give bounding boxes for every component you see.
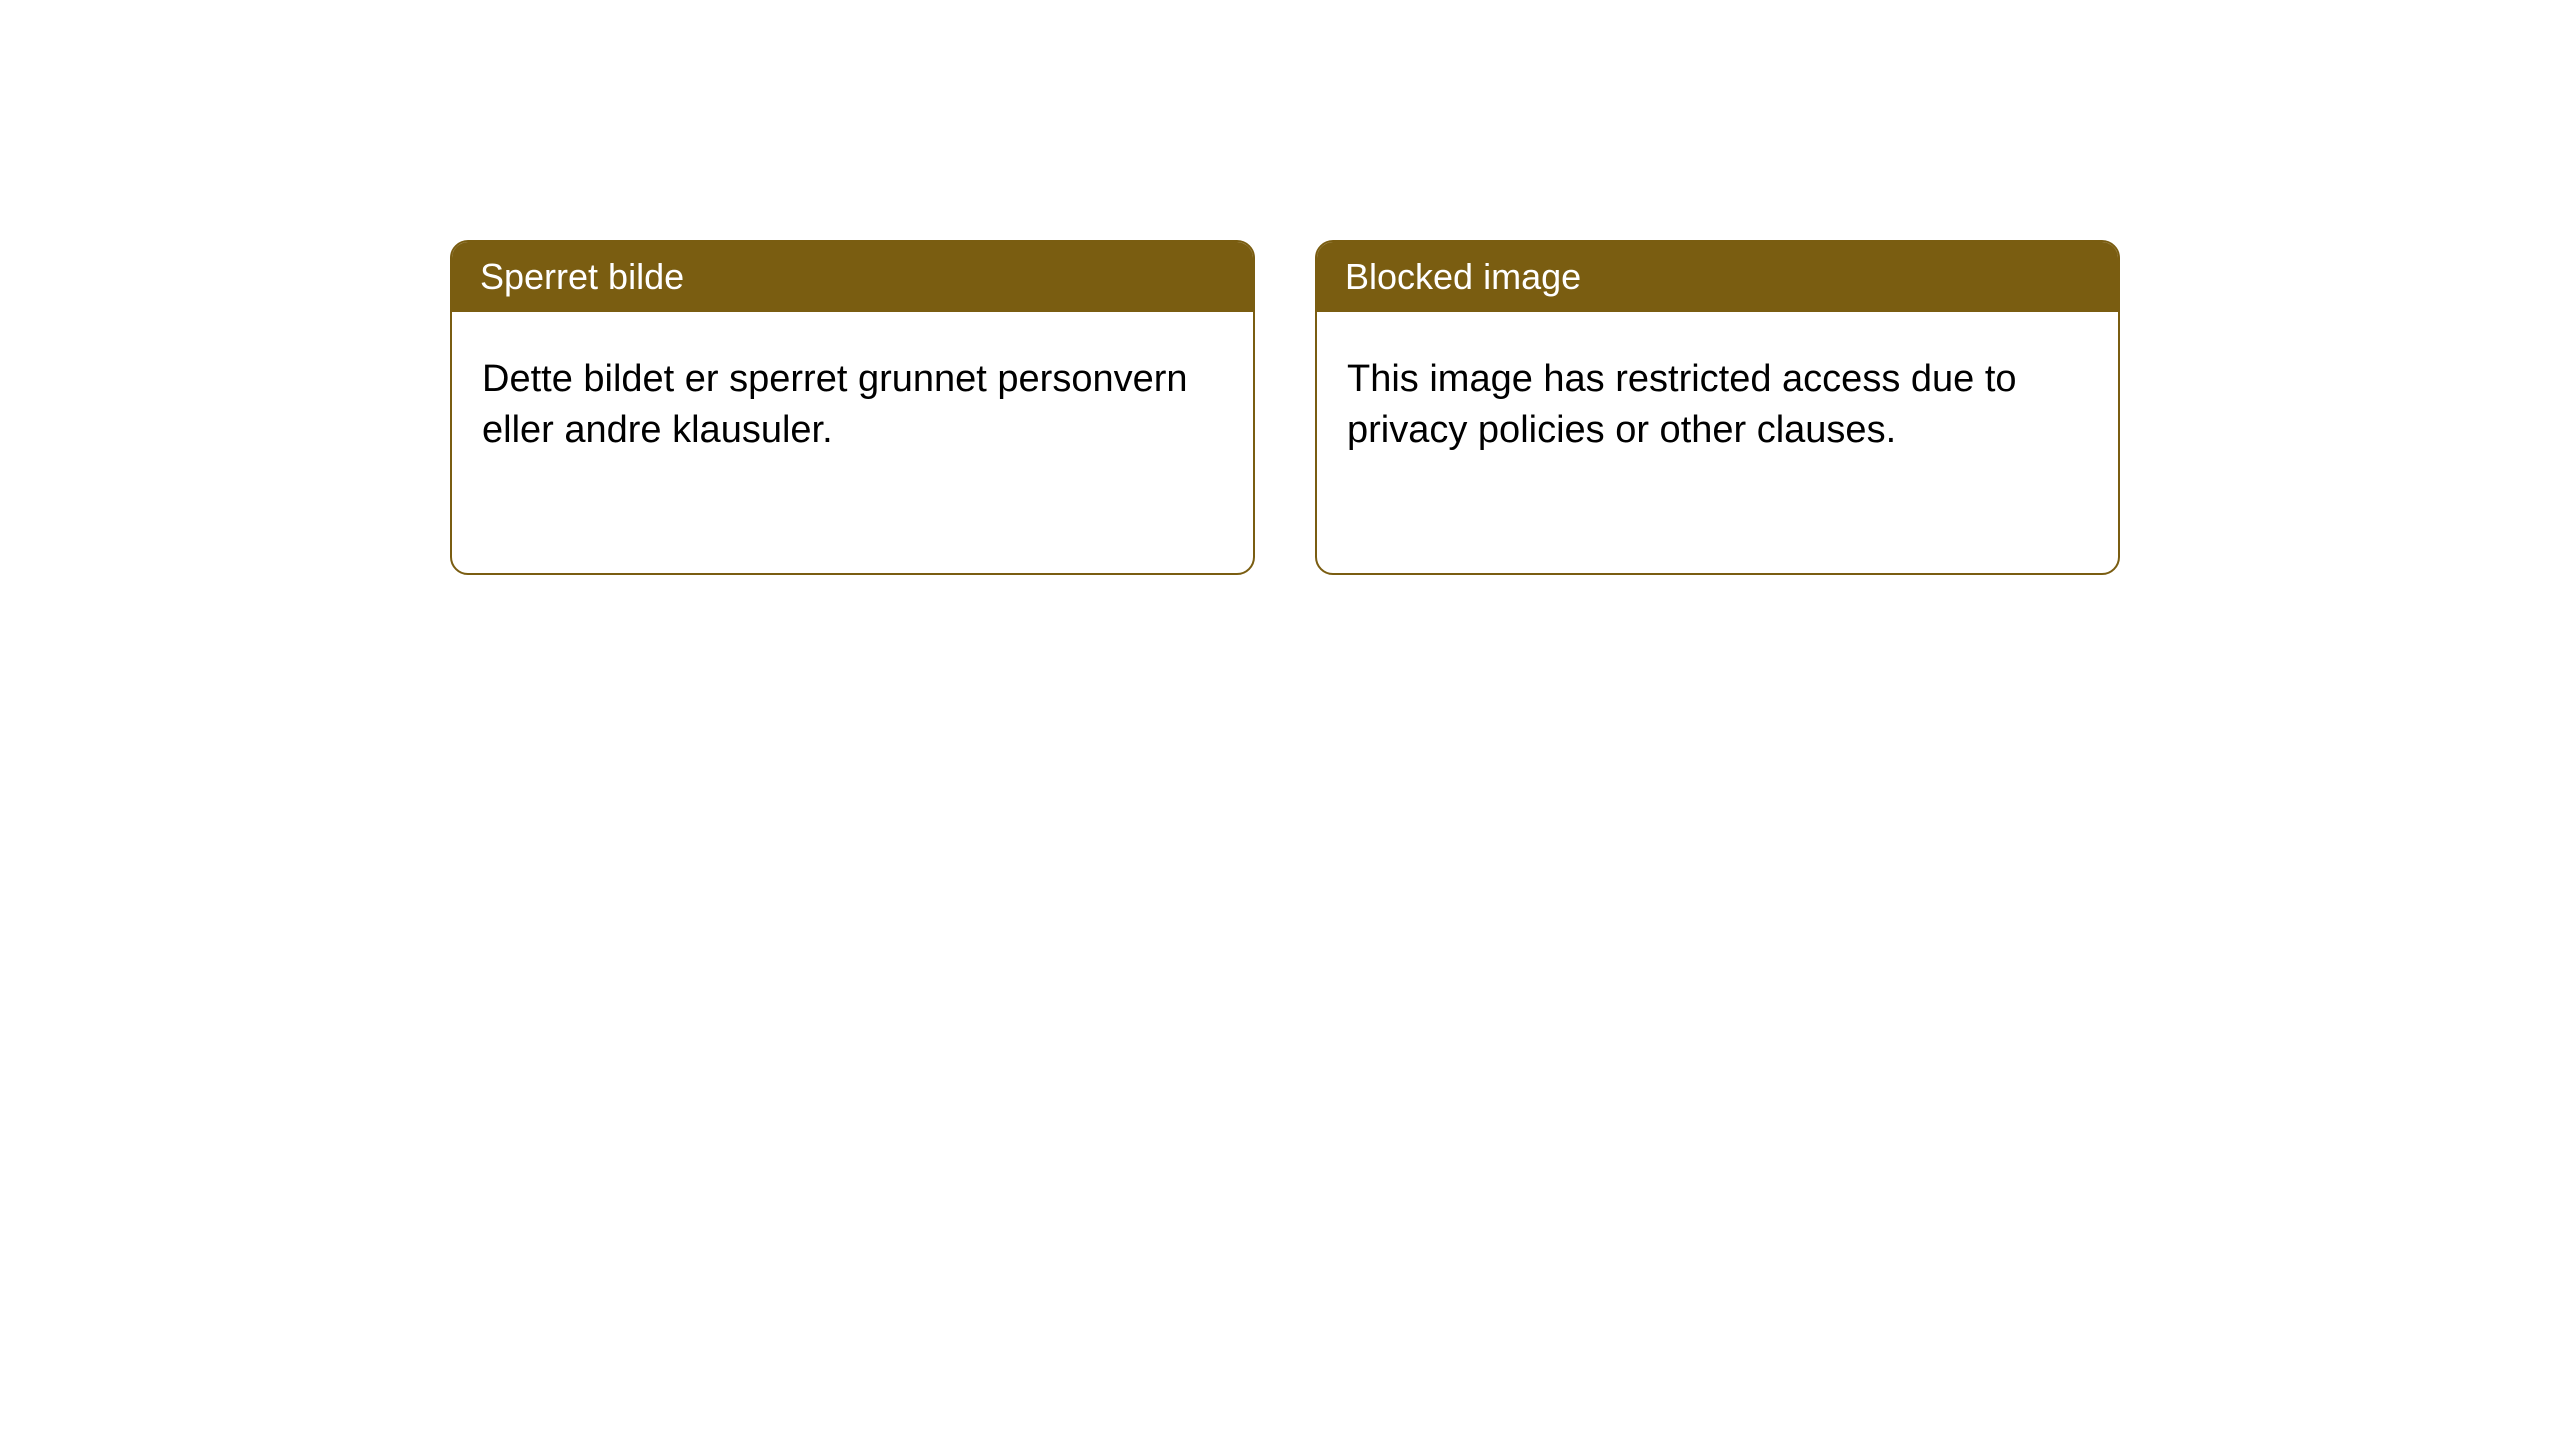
- notice-body-text: Dette bildet er sperret grunnet personve…: [482, 358, 1188, 451]
- notice-card-english: Blocked image This image has restricted …: [1315, 240, 2120, 575]
- notice-card-body: Dette bildet er sperret grunnet personve…: [452, 312, 1253, 499]
- notice-body-text: This image has restricted access due to …: [1347, 358, 2017, 451]
- notice-card-header: Blocked image: [1317, 242, 2118, 312]
- notice-container: Sperret bilde Dette bildet er sperret gr…: [0, 0, 2560, 575]
- notice-card-norwegian: Sperret bilde Dette bildet er sperret gr…: [450, 240, 1255, 575]
- notice-title: Sperret bilde: [480, 256, 684, 297]
- notice-title: Blocked image: [1345, 256, 1581, 297]
- notice-card-body: This image has restricted access due to …: [1317, 312, 2118, 499]
- notice-card-header: Sperret bilde: [452, 242, 1253, 312]
